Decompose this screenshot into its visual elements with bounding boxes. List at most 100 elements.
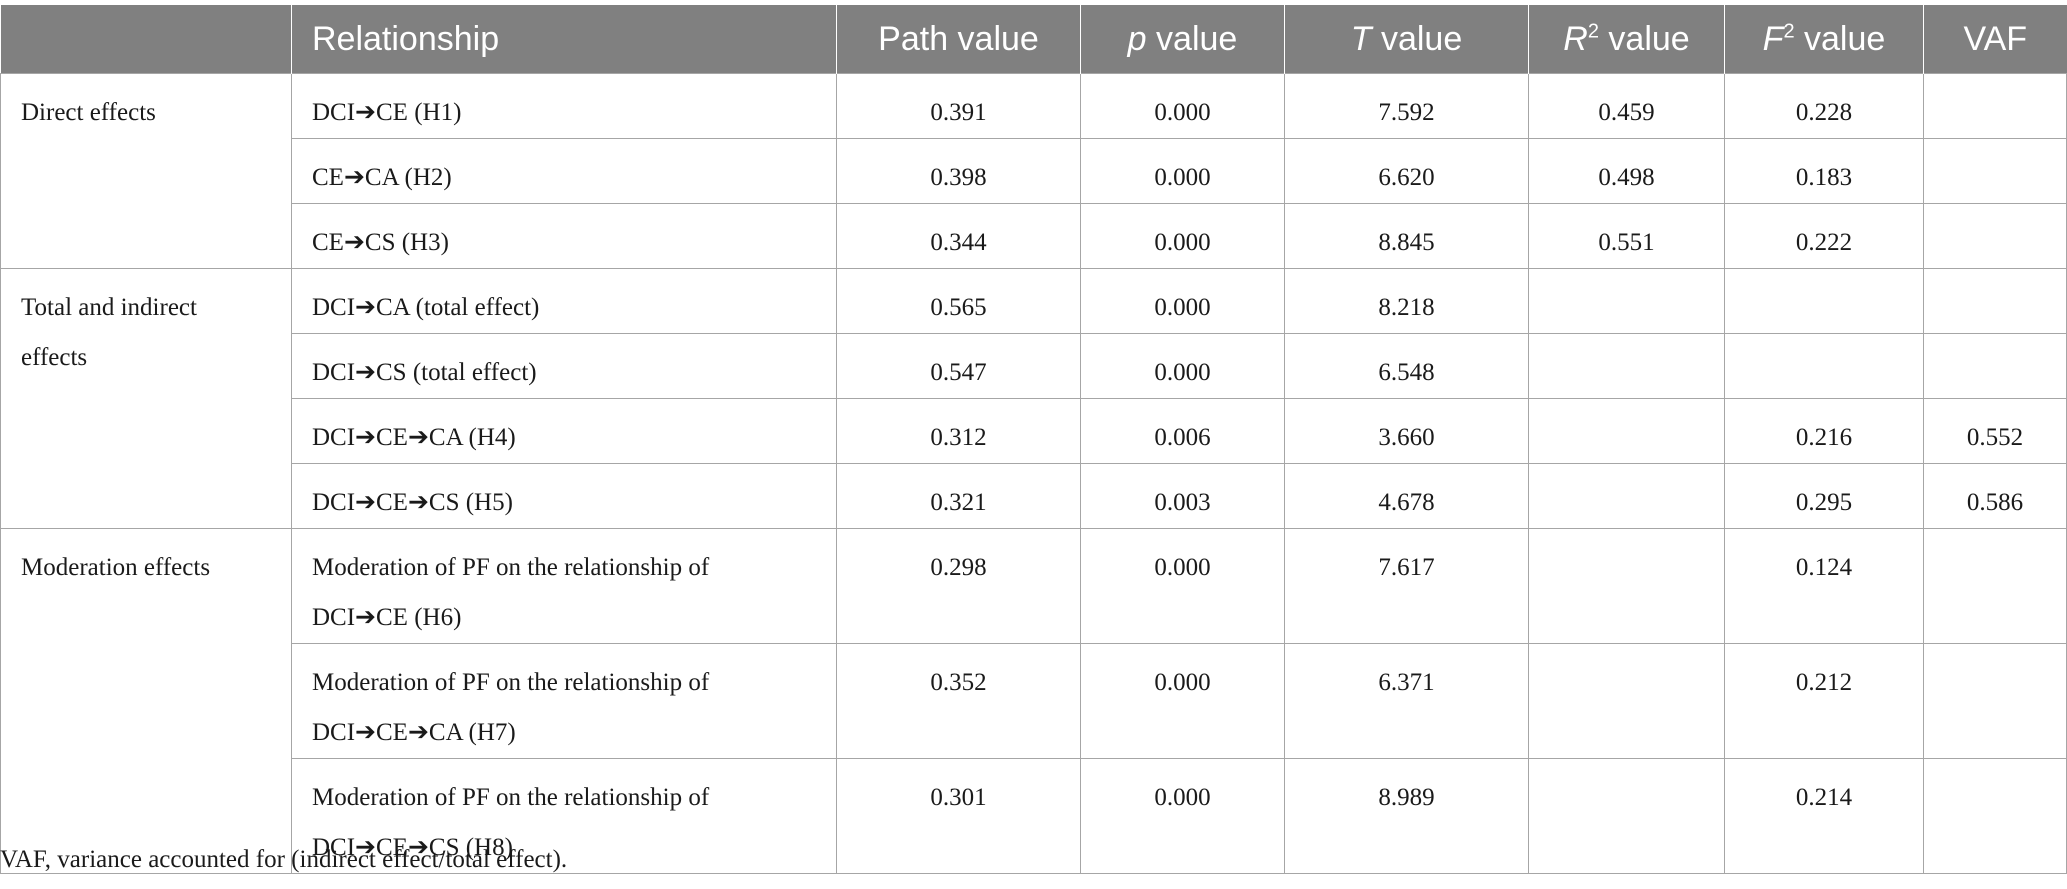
table-footnote: VAF, variance accounted for (indirect ef… <box>0 846 568 873</box>
relationship-cell: Moderation of PF on the relationship of … <box>291 528 837 644</box>
t-value-cell: 6.620 <box>1284 138 1529 204</box>
p-value-cell: 0.000 <box>1080 73 1285 139</box>
p-value-cell: 0.000 <box>1080 643 1285 759</box>
vaf-cell <box>1923 138 2067 204</box>
r2-value-cell <box>1528 528 1725 644</box>
p-symbol: p <box>1127 19 1147 58</box>
group-label-line-2: effects <box>21 344 88 371</box>
group-direct-effects: Direct effects <box>0 73 292 269</box>
r-symbol: R <box>1563 19 1588 58</box>
f2-value-cell: 0.228 <box>1724 73 1924 139</box>
r2-value-cell: 0.551 <box>1528 203 1725 269</box>
table-row: DCI➔CE➔CA (H4) 0.312 0.006 3.660 0.216 0… <box>1 398 2067 464</box>
header-row: Relationship Path value p value T value … <box>0 5 2067 74</box>
f2-value-cell: 0.212 <box>1724 643 1924 759</box>
group-moderation-effects: Moderation effects <box>0 528 292 874</box>
vaf-cell <box>1923 758 2067 874</box>
table-row: Moderation of PF on the relationship of … <box>1 643 2067 759</box>
f2-value-cell: 0.295 <box>1724 463 1924 529</box>
table-row: DCI➔CS (total effect) 0.547 0.000 6.548 <box>1 333 2067 399</box>
table-row: Total and indirect effects DCI➔CA (total… <box>0 268 2067 529</box>
vaf-cell <box>1923 643 2067 759</box>
t-value-cell: 8.845 <box>1284 203 1529 269</box>
relationship-cell: DCI➔CE➔CS (H5) <box>291 463 837 529</box>
p-value-label: value <box>1146 19 1238 58</box>
t-value-cell: 6.548 <box>1284 333 1529 399</box>
group-label-line-1: Total and indirect <box>21 294 197 321</box>
t-value-cell: 8.218 <box>1284 268 1529 334</box>
t-value-cell: 7.592 <box>1284 73 1529 139</box>
f2-value-cell <box>1724 268 1924 334</box>
path-value-cell: 0.565 <box>836 268 1081 334</box>
f-symbol: F <box>1762 19 1784 58</box>
r2-value-label: value <box>1598 19 1690 58</box>
vaf-cell: 0.586 <box>1923 463 2067 529</box>
r-superscript: 2 <box>1587 20 1599 43</box>
path-value-cell: 0.298 <box>836 528 1081 644</box>
header-path-value: Path value <box>836 5 1081 74</box>
p-value-cell: 0.000 <box>1080 138 1285 204</box>
header-vaf: VAF <box>1923 5 2067 74</box>
path-value-cell: 0.301 <box>836 758 1081 874</box>
r2-value-cell <box>1528 643 1725 759</box>
results-table: Relationship Path value p value T value … <box>0 5 2067 874</box>
p-value-cell: 0.000 <box>1080 333 1285 399</box>
table-row: DCI➔CE➔CS (H5) 0.321 0.003 4.678 0.295 0… <box>1 463 2067 529</box>
header-p-value: p value <box>1080 5 1285 74</box>
vaf-cell <box>1923 528 2067 644</box>
table-row: Moderation of PF on the relationship of … <box>1 758 2067 874</box>
f2-value-cell: 0.124 <box>1724 528 1924 644</box>
vaf-cell <box>1923 268 2067 334</box>
f2-value-cell: 0.183 <box>1724 138 1924 204</box>
header-r2-value: R2 value <box>1528 5 1725 74</box>
r2-value-cell <box>1528 268 1725 334</box>
r2-value-cell <box>1528 398 1725 464</box>
r2-value-cell <box>1528 758 1725 874</box>
p-value-cell: 0.003 <box>1080 463 1285 529</box>
vaf-cell <box>1923 73 2067 139</box>
t-value-cell: 4.678 <box>1284 463 1529 529</box>
relationship-cell: CE➔CA (H2) <box>291 138 837 204</box>
table-row: CE➔CS (H3) 0.344 0.000 8.845 0.551 0.222 <box>1 203 2067 269</box>
t-value-cell: 3.660 <box>1284 398 1529 464</box>
group-total-indirect-effects: Total and indirect effects <box>0 268 292 529</box>
t-value-cell: 8.989 <box>1284 758 1529 874</box>
p-value-cell: 0.000 <box>1080 203 1285 269</box>
table-row: CE➔CA (H2) 0.398 0.000 6.620 0.498 0.183 <box>1 138 2067 204</box>
p-value-cell: 0.000 <box>1080 528 1285 644</box>
path-value-cell: 0.321 <box>836 463 1081 529</box>
r2-value-cell <box>1528 333 1725 399</box>
relationship-cell: Moderation of PF on the relationship of … <box>291 758 837 874</box>
r2-value-cell <box>1528 463 1725 529</box>
t-value-cell: 7.617 <box>1284 528 1529 644</box>
f2-value-cell: 0.214 <box>1724 758 1924 874</box>
path-value-cell: 0.547 <box>836 333 1081 399</box>
path-value-cell: 0.398 <box>836 138 1081 204</box>
r2-value-cell: 0.498 <box>1528 138 1725 204</box>
header-t-value: T value <box>1284 5 1529 74</box>
relationship-line-2: DCI➔CE (H6) <box>312 604 462 631</box>
vaf-cell: 0.552 <box>1923 398 2067 464</box>
relationship-cell: CE➔CS (H3) <box>291 203 837 269</box>
f2-value-cell <box>1724 333 1924 399</box>
path-value-cell: 0.312 <box>836 398 1081 464</box>
vaf-cell <box>1923 333 2067 399</box>
t-symbol: T <box>1350 19 1372 58</box>
relationship-line-1: Moderation of PF on the relationship of <box>312 784 710 811</box>
relationship-line-1: Moderation of PF on the relationship of <box>312 554 710 581</box>
path-value-cell: 0.391 <box>836 73 1081 139</box>
relationship-line-2: DCI➔CE➔CA (H7) <box>312 719 516 746</box>
header-relationship: Relationship <box>291 5 837 74</box>
f2-value-cell: 0.216 <box>1724 398 1924 464</box>
relationship-line-1: Moderation of PF on the relationship of <box>312 669 710 696</box>
relationship-cell: DCI➔CS (total effect) <box>291 333 837 399</box>
p-value-cell: 0.000 <box>1080 268 1285 334</box>
path-value-cell: 0.352 <box>836 643 1081 759</box>
relationship-line-2: DCI➔CE➔CS (H8) <box>312 834 513 861</box>
relationship-cell: DCI➔CE (H1) <box>291 73 837 139</box>
table-row: Direct effects DCI➔CE (H1) 0.391 0.000 7… <box>0 73 2067 269</box>
f2-value-cell: 0.222 <box>1724 203 1924 269</box>
table-row: Moderation effects Moderation of PF on t… <box>0 528 2067 874</box>
relationship-cell: Moderation of PF on the relationship of … <box>291 643 837 759</box>
f2-value-label: value <box>1794 19 1886 58</box>
